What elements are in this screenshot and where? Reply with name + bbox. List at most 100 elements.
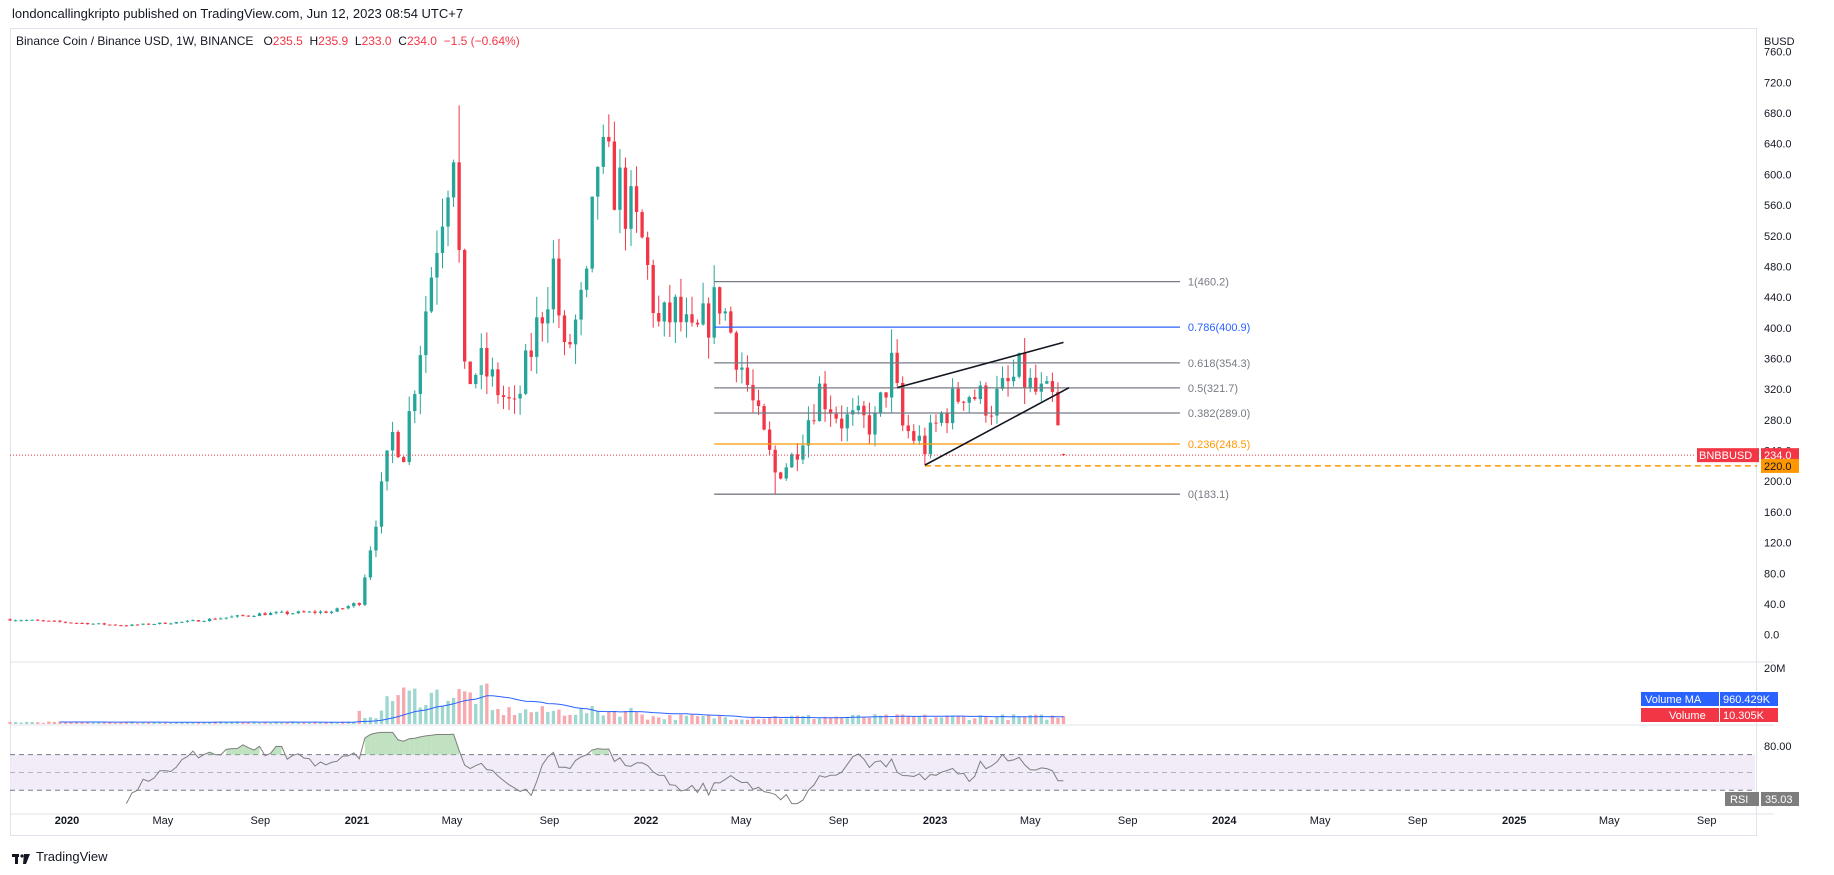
last-price-symbol: BNBBUSD — [1699, 450, 1752, 462]
candle-body — [1045, 381, 1049, 384]
rsi-overbought-fill — [409, 738, 415, 755]
price-tick-label: 640.0 — [1764, 139, 1792, 151]
volume-bar — [52, 721, 57, 724]
rsi-overbought-fill — [253, 746, 260, 755]
volume-bar — [291, 721, 295, 724]
candle-body — [63, 621, 68, 623]
volume-bar — [324, 721, 328, 724]
volume-bar — [745, 719, 750, 724]
candle-body — [241, 615, 245, 617]
volume-bar — [418, 707, 422, 724]
price-tick-label: 720.0 — [1764, 77, 1792, 89]
volume-bar — [718, 716, 722, 724]
candle-body — [640, 212, 644, 238]
volume-bar — [562, 715, 567, 724]
volume-bar — [1000, 714, 1005, 724]
high-label: H — [309, 34, 319, 48]
candle-body — [341, 608, 345, 610]
volume-bar — [219, 721, 223, 724]
price-tick-label: 600.0 — [1764, 169, 1792, 181]
candle-body — [291, 613, 295, 615]
candle-body — [1056, 391, 1060, 426]
volume-bar — [141, 722, 145, 724]
candle-body — [235, 615, 239, 617]
time-tick-label: 2025 — [1502, 815, 1526, 827]
tradingview-brand: TradingView — [36, 849, 108, 864]
wedge-trendline — [896, 341, 1064, 389]
candle-body — [851, 410, 855, 415]
candle-body — [557, 258, 561, 316]
candle-body — [19, 620, 23, 622]
volume-bar — [407, 690, 411, 724]
volume-bar — [623, 710, 628, 724]
volume-bar — [274, 721, 278, 724]
volume-bar — [529, 712, 533, 724]
volume-bar — [124, 721, 129, 724]
volume-bar — [346, 721, 350, 724]
candle-body — [30, 619, 34, 621]
fib-level-label: 0.236(248.5) — [1188, 439, 1250, 451]
rsi-overbought-fill — [592, 748, 598, 755]
volume-bar — [906, 715, 910, 724]
volume-bar — [24, 721, 29, 724]
candle-body — [767, 429, 772, 450]
volume-bar — [823, 716, 827, 724]
volume-bar — [501, 715, 506, 724]
candle-body — [335, 608, 339, 612]
candle-body — [790, 454, 794, 468]
volume-bar — [939, 717, 944, 724]
candle-body — [318, 611, 323, 613]
candle-body — [1017, 353, 1021, 377]
volume-bar — [341, 721, 345, 724]
volume-bar — [790, 715, 794, 724]
volume-bar — [47, 721, 51, 724]
close-value: 234.0 — [406, 34, 437, 48]
rsi-overbought-fill — [448, 734, 454, 755]
volume-bar — [180, 722, 184, 724]
candle-body — [41, 620, 45, 622]
candle-body — [507, 397, 511, 399]
candle-body — [390, 431, 395, 451]
candle-body — [102, 623, 106, 625]
volume-bar — [1006, 719, 1010, 724]
candle-body — [113, 624, 118, 626]
volume-bar — [268, 722, 273, 724]
candle-body — [884, 392, 888, 398]
candle-body — [191, 620, 195, 622]
volume-bar — [934, 717, 938, 724]
volume-bar — [224, 722, 228, 724]
rsi-overbought-fill — [364, 734, 371, 755]
candle-body — [862, 405, 866, 416]
rsi-overbought-fill — [370, 732, 376, 755]
volume-bar — [152, 722, 156, 724]
candle-body — [379, 481, 384, 527]
volume-bar — [546, 711, 550, 724]
candle-body — [762, 406, 766, 430]
candle-body — [385, 450, 389, 482]
volume-bar — [989, 719, 994, 724]
volume-bar — [795, 715, 800, 724]
volume-bar — [19, 722, 23, 724]
volume-tag — [1641, 708, 1719, 722]
candle-body — [856, 405, 861, 411]
volume-bar — [901, 714, 905, 724]
volume-bar — [246, 722, 251, 724]
candle-body — [684, 314, 689, 323]
volume-bar — [668, 715, 672, 724]
rsi-overbought-fill — [414, 736, 421, 755]
candle-body — [645, 237, 650, 265]
volume-bar — [945, 715, 949, 724]
price-tick-label: 440.0 — [1764, 292, 1792, 304]
candle-body — [474, 374, 478, 385]
candle-body — [551, 258, 556, 310]
volume-bar — [873, 714, 877, 724]
publish-info: londoncallingkripto published on Trading… — [12, 6, 464, 21]
volume-bar — [773, 716, 777, 724]
candle-body — [274, 612, 278, 614]
candle-body — [130, 624, 134, 626]
rsi-overbought-fill — [436, 734, 443, 755]
rsi-overbought-fill — [420, 735, 426, 755]
volume-bar — [113, 722, 118, 724]
volume-bar — [85, 721, 90, 724]
